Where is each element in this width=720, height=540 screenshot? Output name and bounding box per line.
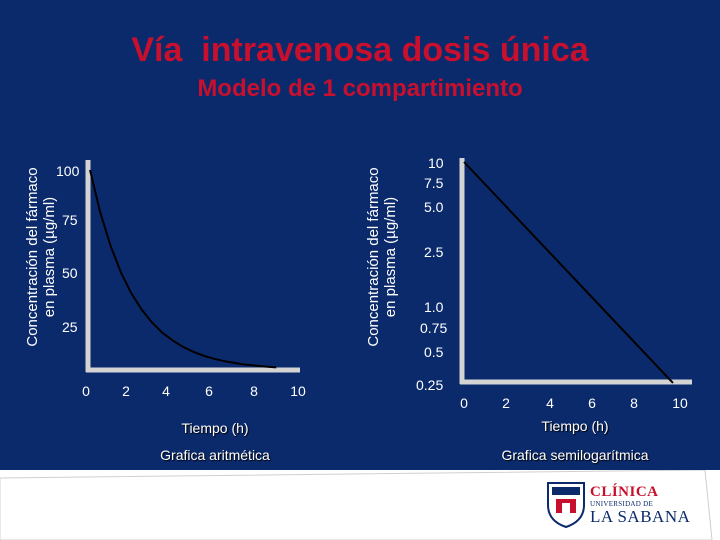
footer-decoration bbox=[0, 470, 713, 540]
semilog-concentration-line bbox=[463, 161, 674, 384]
left-y-tick: 75 bbox=[62, 212, 78, 228]
left-x-tick: 10 bbox=[290, 383, 306, 399]
right-x-tick: 2 bbox=[502, 395, 510, 411]
right-x-tick: 8 bbox=[630, 395, 638, 411]
right-y-tick: 0.25 bbox=[416, 377, 444, 393]
right-y-tick: 5.0 bbox=[424, 199, 444, 215]
left-y-tick: 50 bbox=[62, 265, 78, 281]
right-x-axis-label: Tiempo (h) bbox=[541, 418, 609, 434]
left-x-tick: 6 bbox=[205, 383, 213, 399]
left-y-axis-label: Concentración del fármaco en plasma (µg/… bbox=[24, 122, 58, 392]
left-x-tick: 4 bbox=[162, 383, 170, 399]
logo-text-sabana: LA SABANA bbox=[590, 507, 691, 526]
logo-text-universidad: UNIVERSIDAD DE bbox=[590, 500, 654, 508]
left-y-tick: 100 bbox=[56, 163, 80, 179]
left-y-tick: 25 bbox=[62, 319, 78, 335]
right-x-tick: 6 bbox=[588, 395, 596, 411]
right-chart-caption: Grafica semilogarítmica bbox=[501, 447, 649, 463]
right-y-tick: 0.75 bbox=[420, 320, 448, 336]
right-x-tick: 10 bbox=[672, 395, 688, 411]
right-x-tick: 4 bbox=[546, 395, 554, 411]
right-y-tick: 2.5 bbox=[424, 244, 444, 260]
right-y-label-line1: Concentración del fármaco bbox=[365, 167, 382, 347]
clinica-logo: CLÍNICA UNIVERSIDAD DE LA SABANA bbox=[516, 479, 696, 529]
right-y-label-line2: en plasma (µg/ml) bbox=[382, 196, 399, 318]
right-y-axis-label: Concentración del fármaco en plasma (µg/… bbox=[365, 122, 399, 392]
left-y-label-line1: Concentración del fármaco bbox=[24, 167, 41, 347]
slide-title: Vía intravenosa dosis única bbox=[131, 31, 589, 69]
left-x-tick: 8 bbox=[250, 383, 258, 399]
arithmetic-concentration-curve bbox=[89, 169, 277, 369]
left-x-tick: 2 bbox=[122, 383, 130, 399]
right-x-tick: 0 bbox=[460, 395, 468, 411]
right-y-tick: 1.0 bbox=[424, 299, 444, 315]
slide-subtitle: Modelo de 1 compartimiento bbox=[197, 75, 523, 102]
shield-logo-icon bbox=[547, 482, 585, 529]
left-x-tick: 0 bbox=[82, 383, 90, 399]
logo-text-clinica: CLÍNICA bbox=[590, 484, 659, 500]
right-y-tick: 0.5 bbox=[424, 344, 444, 360]
right-y-tick: 7.5 bbox=[424, 175, 444, 191]
footer bbox=[0, 470, 720, 540]
left-x-axis-label: Tiempo (h) bbox=[181, 420, 249, 436]
right-y-tick: 10 bbox=[428, 155, 444, 171]
left-chart-caption: Grafica aritmética bbox=[160, 447, 270, 463]
